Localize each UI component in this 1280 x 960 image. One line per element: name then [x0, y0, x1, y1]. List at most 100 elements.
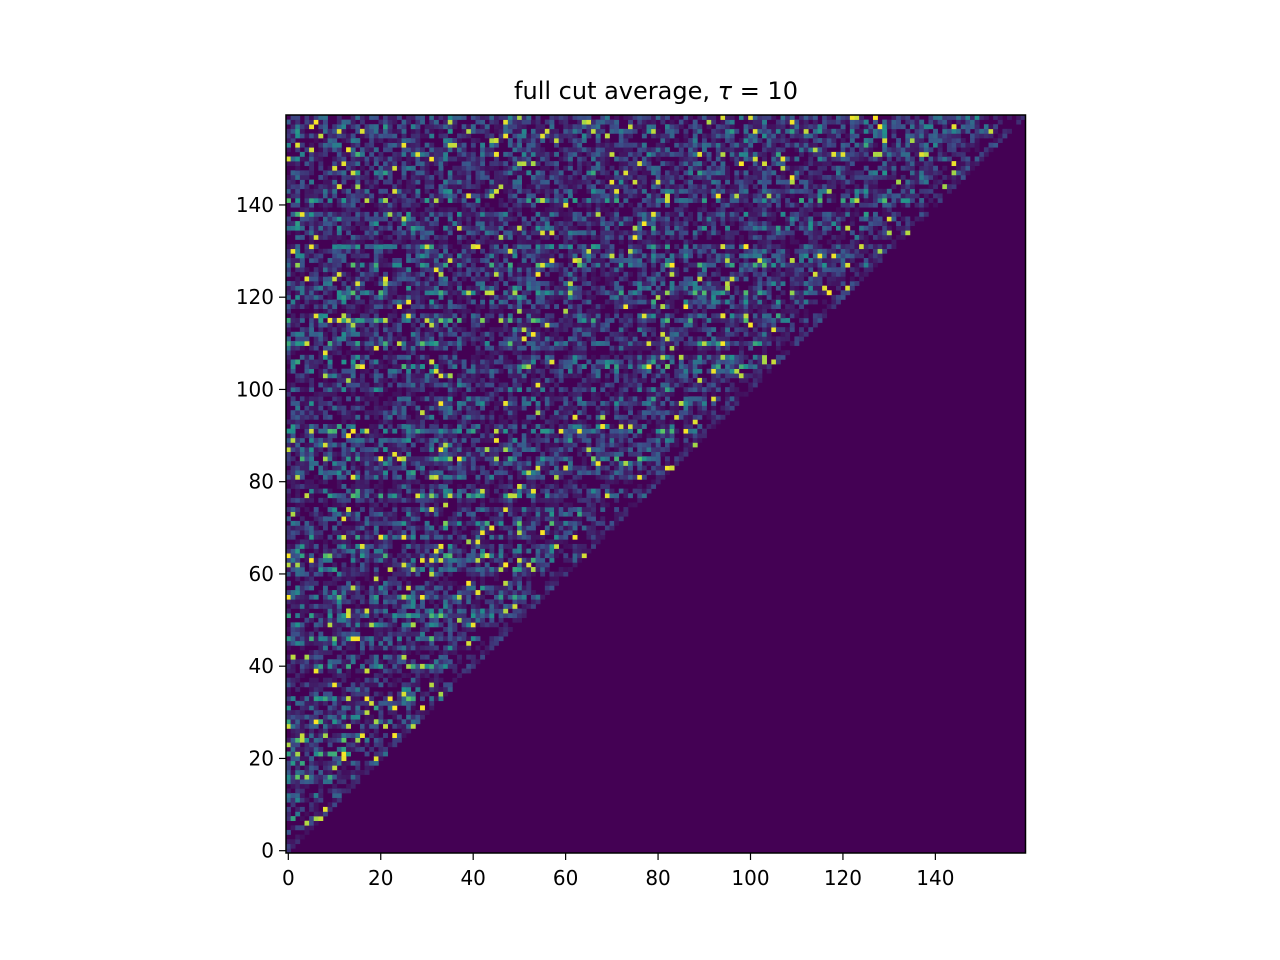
heatmap-cell — [392, 391, 398, 397]
heatmap-cell — [406, 497, 412, 503]
heatmap-cell — [355, 543, 361, 549]
heatmap-cell — [563, 465, 569, 471]
heatmap-cell — [447, 428, 453, 434]
heatmap-cell — [406, 534, 412, 540]
heatmap-cell — [420, 437, 425, 443]
heatmap-cell — [336, 710, 342, 715]
heatmap-cell — [540, 428, 546, 434]
heatmap-cell — [558, 387, 564, 393]
heatmap-cell — [447, 557, 453, 563]
heatmap-cell — [309, 557, 315, 563]
heatmap-cell — [655, 308, 661, 314]
heatmap-cell — [443, 460, 449, 466]
heatmap-cell — [429, 622, 435, 628]
heatmap-cell — [420, 447, 425, 453]
heatmap-cell — [720, 377, 726, 383]
heatmap-cell — [567, 428, 573, 434]
heatmap-cell — [401, 382, 407, 388]
heatmap-cell — [595, 377, 601, 383]
heatmap-cell — [295, 710, 301, 715]
heatmap-cell — [503, 613, 509, 619]
heatmap-cell — [558, 322, 564, 328]
heatmap-cell — [618, 327, 624, 333]
heatmap-cell — [461, 460, 467, 466]
heatmap-cell — [503, 345, 509, 351]
heatmap-cell — [415, 608, 421, 614]
heatmap-cell — [429, 451, 435, 457]
heatmap-cell — [424, 470, 430, 476]
heatmap-cell — [309, 433, 315, 439]
heatmap-cell — [410, 645, 416, 651]
heatmap-cell — [706, 317, 712, 323]
heatmap-cell — [489, 571, 495, 577]
heatmap-cell — [595, 419, 601, 425]
heatmap-cell — [406, 359, 412, 365]
heatmap-cell — [600, 414, 606, 420]
heatmap-cell — [664, 331, 670, 337]
heatmap-cell — [364, 465, 370, 471]
heatmap-cell — [563, 410, 569, 416]
heatmap-cell — [688, 414, 694, 420]
heatmap-cell — [503, 387, 509, 393]
heatmap-cell — [299, 603, 305, 609]
heatmap-cell — [577, 543, 583, 549]
heatmap-cell — [313, 594, 319, 600]
heatmap-cell — [729, 354, 735, 360]
heatmap-cell — [318, 654, 324, 660]
heatmap-cell — [309, 511, 315, 517]
heatmap-cell — [757, 322, 763, 328]
heatmap-cell — [461, 368, 467, 374]
heatmap-cell — [424, 442, 430, 448]
heatmap-cell — [549, 580, 555, 586]
heatmap-cell — [290, 304, 296, 310]
heatmap-cell — [304, 470, 310, 476]
heatmap-cell — [558, 345, 564, 351]
heatmap-cell — [567, 364, 573, 369]
heatmap-cell — [332, 456, 338, 462]
heatmap-cell — [660, 410, 666, 416]
heatmap-cell — [470, 437, 476, 443]
heatmap-cell — [396, 733, 402, 738]
heatmap-cell — [341, 686, 347, 692]
heatmap-cell — [369, 502, 375, 508]
heatmap-cell — [470, 377, 476, 383]
heatmap-cell — [364, 539, 370, 545]
heatmap-cell — [443, 636, 449, 642]
heatmap-cell — [567, 557, 573, 563]
heatmap-cell — [498, 548, 504, 554]
heatmap-cell — [466, 567, 472, 572]
heatmap-cell — [530, 484, 536, 489]
heatmap-cell — [669, 341, 675, 346]
heatmap-cell — [484, 543, 490, 549]
heatmap-cell — [350, 733, 356, 738]
heatmap-cell — [341, 714, 347, 720]
heatmap-cell — [433, 451, 439, 457]
heatmap-cell — [697, 387, 703, 393]
heatmap-cell — [401, 645, 407, 651]
heatmap-cell — [433, 696, 439, 702]
heatmap-cell — [373, 341, 379, 346]
heatmap-cell — [591, 530, 596, 536]
heatmap-cell — [457, 502, 462, 508]
heatmap-cell — [443, 396, 449, 402]
heatmap-cell — [383, 622, 388, 628]
heatmap-cell — [373, 377, 379, 383]
heatmap-cell — [359, 331, 365, 337]
heatmap-cell — [364, 433, 370, 439]
heatmap-cell — [655, 400, 661, 406]
heatmap-cell — [484, 331, 490, 337]
heatmap-cell — [577, 387, 583, 393]
heatmap-cell — [299, 345, 305, 351]
heatmap-cell — [701, 341, 707, 346]
heatmap-cell — [577, 364, 583, 369]
heatmap-cell — [457, 493, 462, 499]
heatmap-cell — [660, 350, 666, 356]
heatmap-cell — [424, 525, 430, 531]
heatmap-cell — [572, 354, 578, 360]
heatmap-cell — [359, 622, 365, 628]
heatmap-cell — [461, 433, 467, 439]
heatmap-cell — [614, 511, 620, 517]
heatmap-cell — [489, 391, 495, 397]
heatmap-cell — [651, 400, 657, 406]
heatmap-cell — [618, 451, 624, 457]
